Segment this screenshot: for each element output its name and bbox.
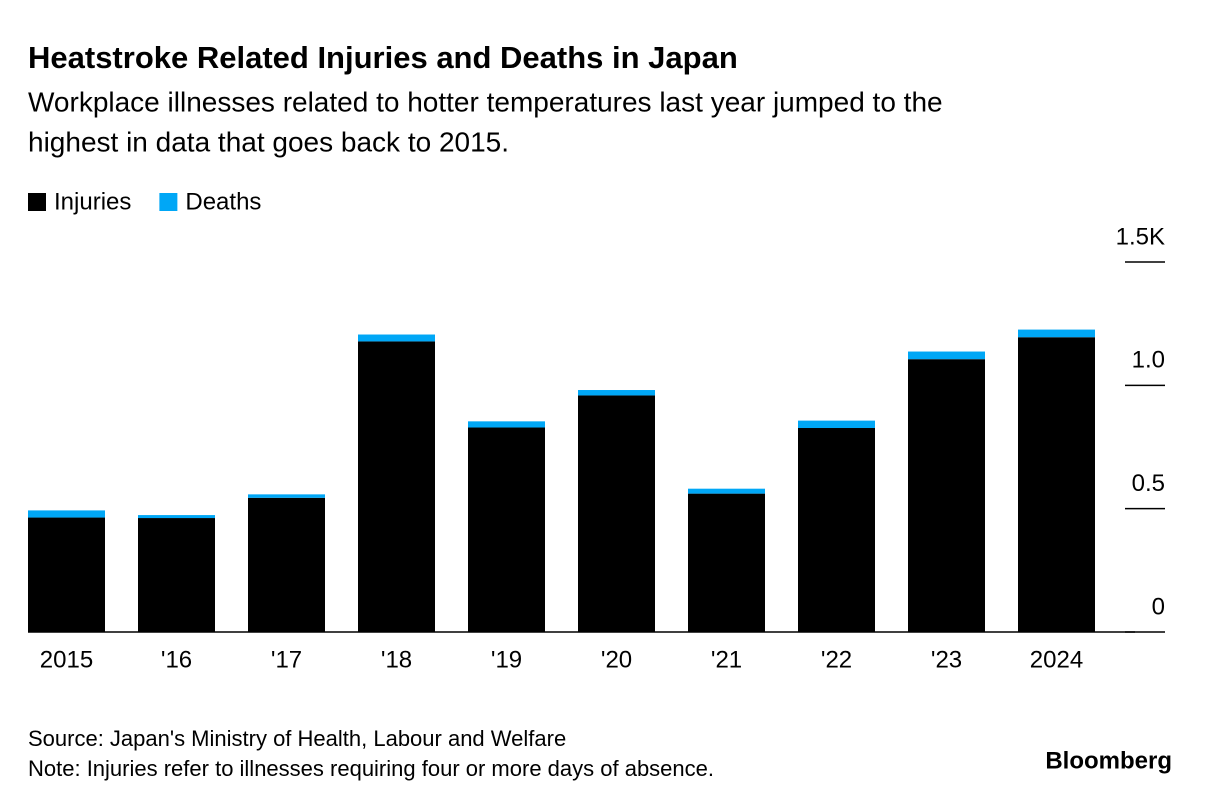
bar-segment: [28, 510, 105, 518]
x-tick-label: '19: [491, 646, 522, 673]
bar-segment: [468, 427, 545, 632]
bar-segment: [358, 341, 435, 632]
bar-segment: [798, 420, 875, 429]
x-tick-label: '16: [161, 646, 192, 673]
bar-segment: [908, 359, 985, 632]
bar-segment: [578, 390, 655, 396]
bar-segment: [578, 395, 655, 632]
bar-segment: [138, 515, 215, 519]
x-tick-label: '18: [381, 646, 412, 673]
bar-segment: [248, 497, 325, 632]
source: Source: Japan's Ministry of Health, Labo…: [28, 726, 566, 751]
chart-title: Heatstroke Related Injuries and Deaths i…: [28, 40, 738, 75]
brand: Bloomberg: [1045, 747, 1172, 774]
bar-segment: [28, 517, 105, 632]
bar-segment: [798, 428, 875, 632]
bar-segment: [468, 421, 545, 428]
x-tick-label: 2015: [40, 646, 93, 673]
x-tick-label: '17: [271, 646, 302, 673]
legend-swatch: [159, 193, 178, 211]
legend-swatch: [28, 193, 46, 211]
bar-segment: [358, 334, 435, 342]
bar-segment: [688, 488, 765, 494]
bar-segment: [1018, 329, 1095, 338]
x-tick-label: 2024: [1030, 646, 1083, 673]
bar-segment: [908, 351, 985, 360]
y-tick-label: 0: [1152, 593, 1165, 620]
chart-subtitle: Workplace illnesses related to hotter te…: [28, 86, 943, 117]
chart-subtitle: highest in data that goes back to 2015.: [28, 126, 509, 157]
x-tick-label: '20: [601, 646, 632, 673]
bar-segment: [138, 518, 215, 632]
y-tick-label: 1.5K: [1116, 223, 1165, 250]
bar-segment: [248, 494, 325, 498]
y-tick-label: 1.0: [1132, 347, 1165, 374]
legend-label: Deaths: [185, 188, 261, 215]
bar-segment: [1018, 337, 1095, 632]
x-tick-label: '21: [711, 646, 742, 673]
bar-segment: [688, 493, 765, 632]
legend-label: Injuries: [54, 188, 131, 215]
x-tick-label: '22: [821, 646, 852, 673]
x-tick-label: '23: [931, 646, 962, 673]
y-tick-label: 0.5: [1132, 470, 1165, 497]
note: Note: Injuries refer to illnesses requir…: [28, 756, 714, 781]
